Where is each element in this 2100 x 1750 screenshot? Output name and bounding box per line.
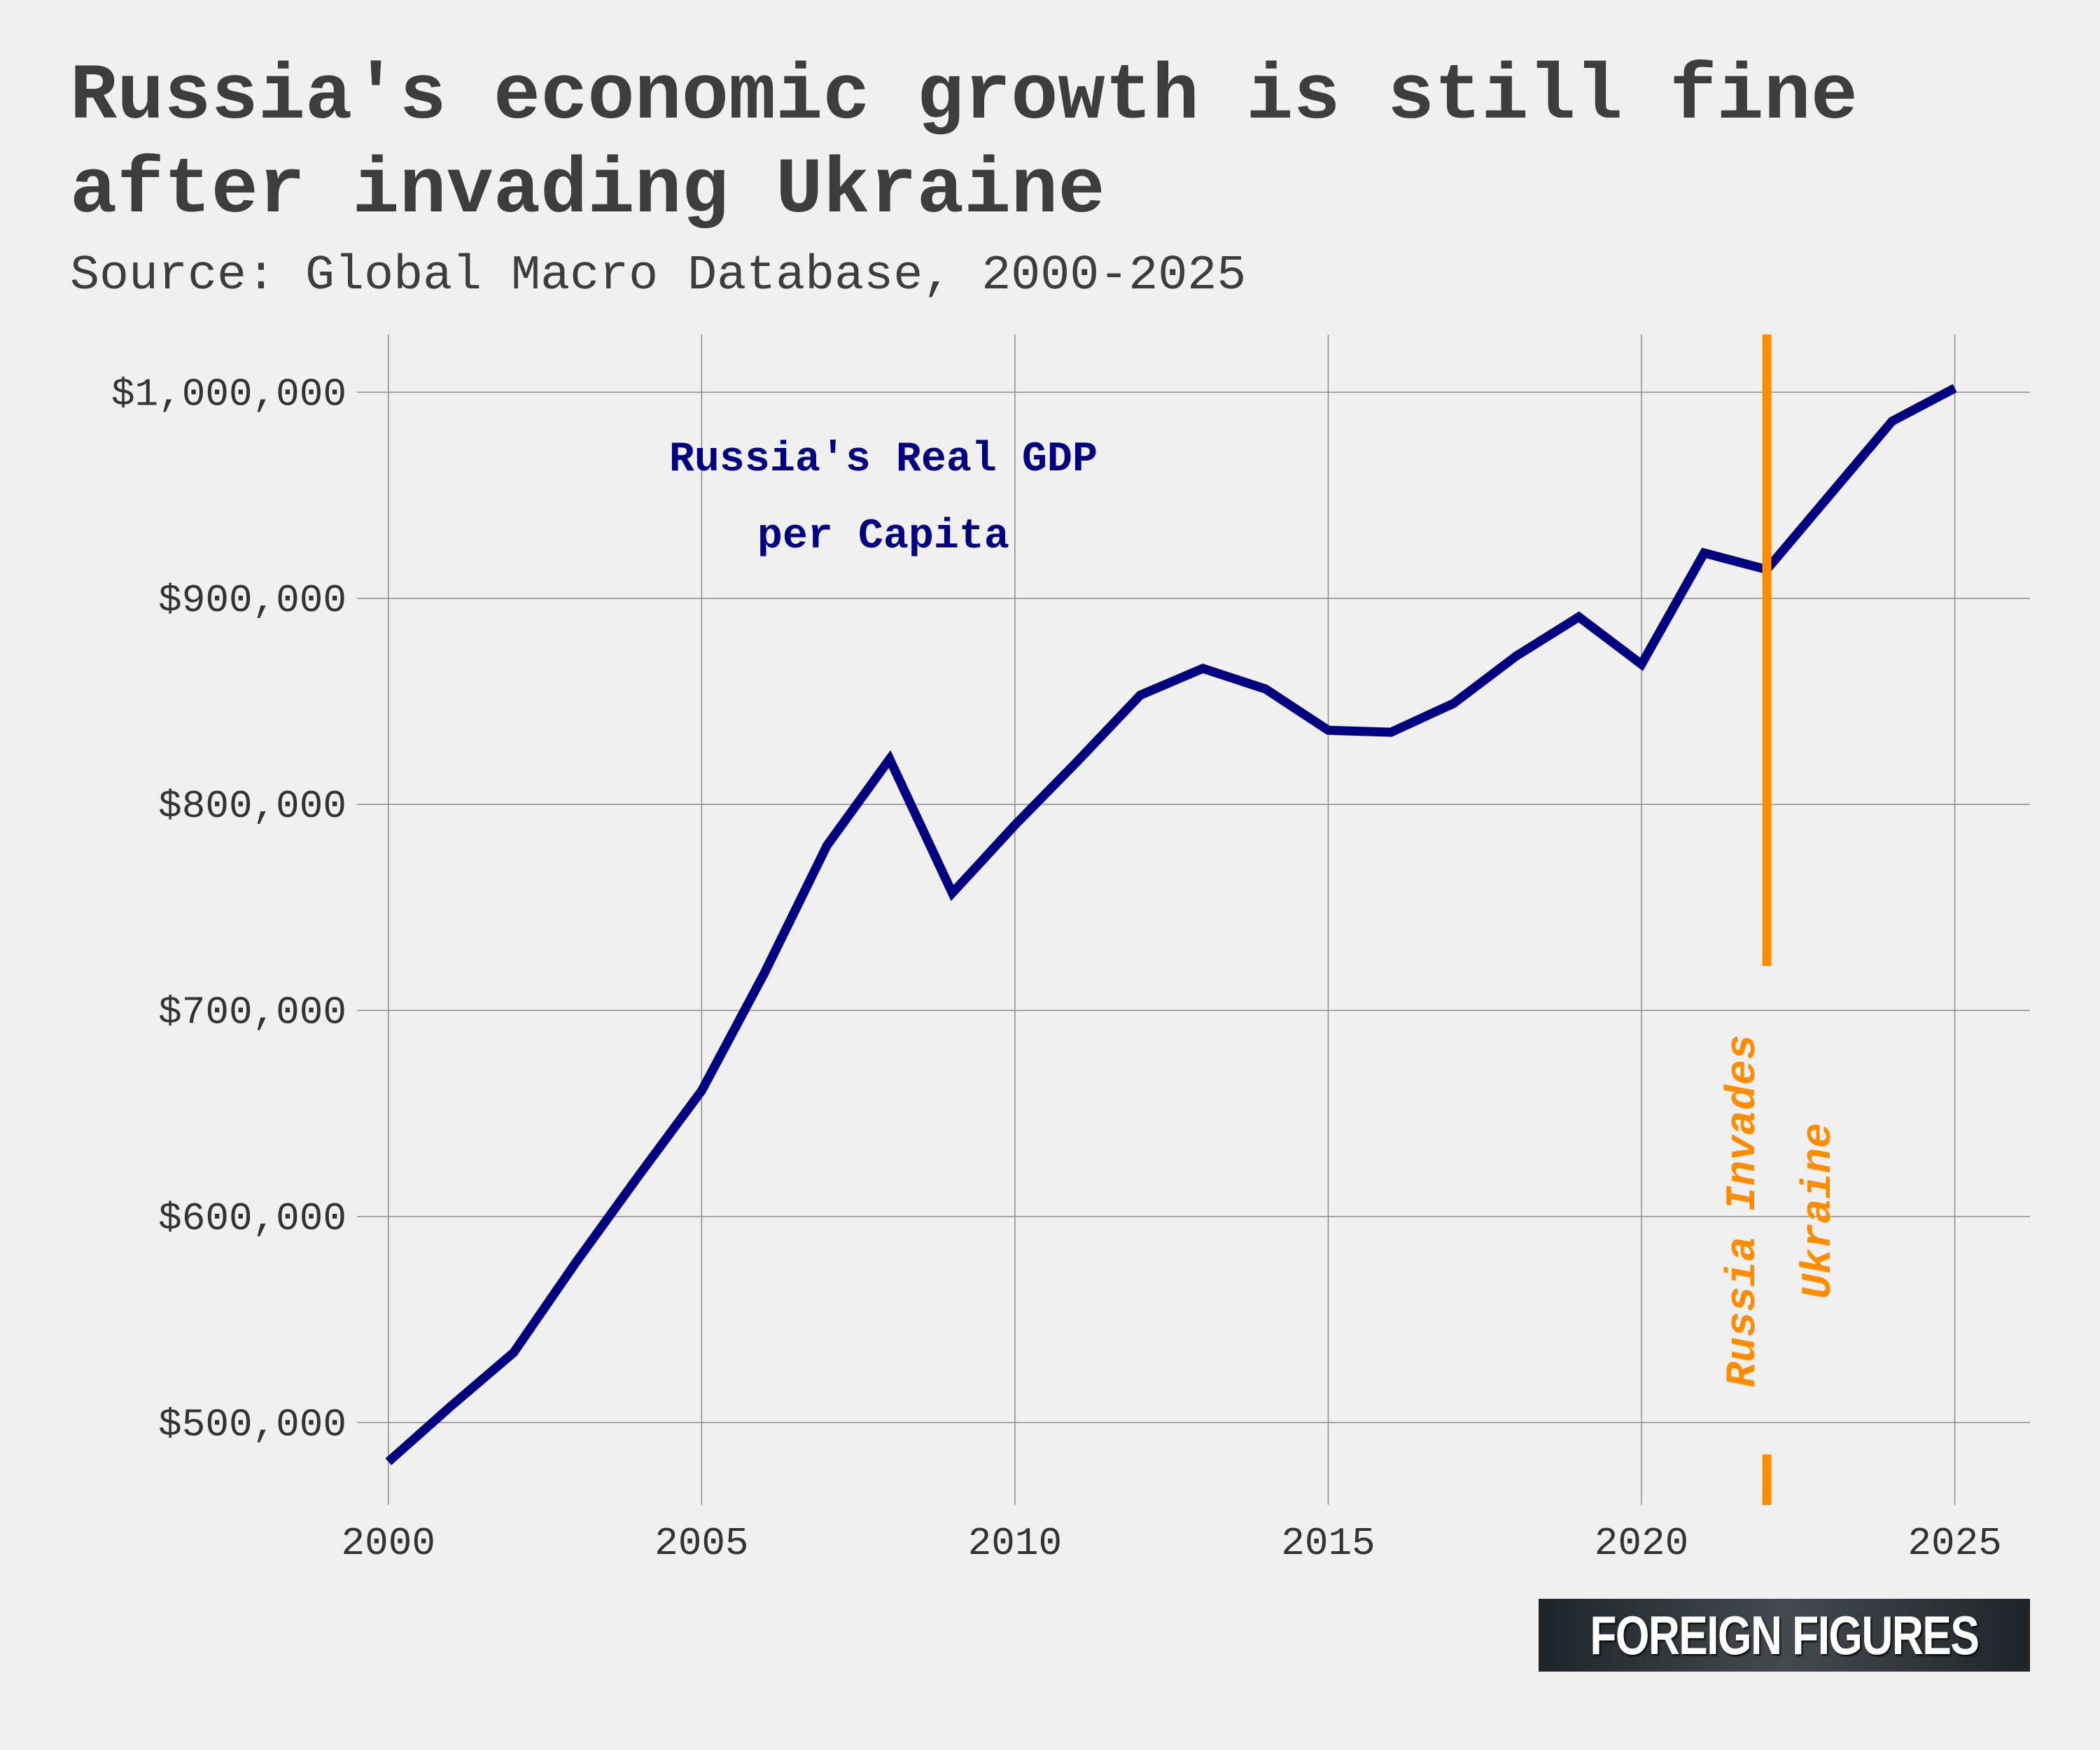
foreign-figures-logo: FOREIGN FIGURES: [1539, 1599, 2030, 1672]
y-tick-label: $500,000: [158, 1402, 346, 1447]
logo-text: FOREIGN FIGURES: [1590, 1604, 1980, 1666]
series-label: Russia's Real GDP: [669, 436, 1098, 484]
x-tick-label: 2015: [1281, 1521, 1375, 1566]
chart-subtitle: Source: Global Macro Database, 2000-2025: [70, 248, 1247, 304]
series-layer: Russia's Real GDP per Capita: [385, 384, 1957, 1466]
y-tick-label: $700,000: [158, 990, 346, 1035]
y-tick-label: $600,000: [158, 1196, 346, 1241]
x-tick-label: 2000: [342, 1521, 435, 1566]
annotation-layer: Russia Invades Ukraine: [1720, 335, 1843, 1505]
y-tick-label: $800,000: [158, 784, 346, 829]
x-tick-label: 2020: [1595, 1521, 1688, 1566]
y-tick-label: $900,000: [158, 578, 346, 623]
gdp-series-line: [385, 384, 1957, 1466]
grid-lines: [357, 335, 2030, 1505]
event-label: Russia Invades: [1720, 1035, 1768, 1387]
x-tick-label: 2005: [654, 1521, 748, 1566]
y-axis-tick-labels: $500,000 $600,000 $700,000 $800,000 $900,000…: [111, 372, 346, 1447]
x-tick-label: 2025: [1907, 1521, 2001, 1566]
series-label: per Capita: [757, 513, 1009, 561]
x-tick-label: 2010: [968, 1521, 1062, 1566]
event-label: Ukraine: [1795, 1123, 1843, 1299]
x-axis-tick-labels: 2000 2005 2010 2015 2020 2025: [342, 1521, 2002, 1566]
chart-title: Russia's economic growth is still fine a…: [70, 52, 1858, 235]
y-tick-label: $1,000,000: [111, 372, 346, 416]
